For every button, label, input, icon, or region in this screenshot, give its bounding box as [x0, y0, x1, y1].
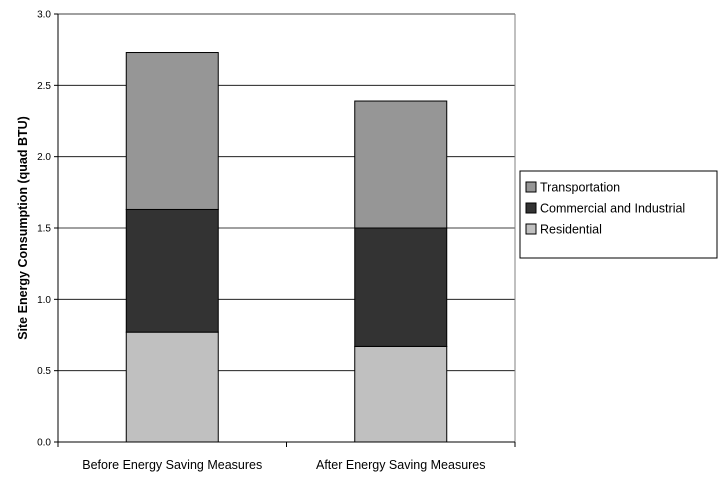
- legend-swatch: [525, 202, 537, 214]
- legend-swatch: [525, 223, 537, 235]
- bar-segment-transportation: [125, 52, 219, 210]
- legend-label: Transportation: [540, 181, 620, 195]
- legend-swatch: [525, 181, 537, 193]
- bar-segment-residential: [125, 331, 219, 443]
- bar-segment-transportation: [354, 100, 448, 229]
- y-tick-label: 1.0: [37, 295, 51, 306]
- y-tick-label: 1.5: [37, 224, 51, 235]
- y-tick-label: 0.5: [37, 366, 51, 377]
- y-tick-label: 2.5: [37, 81, 51, 92]
- y-tick-label: 3.0: [37, 10, 51, 21]
- axes: 0.0 0.5 1.0 1.5 2.0 2.5 3.0 Before Energy Savin…: [37, 10, 516, 472]
- legend-box: [519, 170, 718, 259]
- y-axis-title: Site Energy Consumption (quad BTU): [16, 116, 30, 340]
- y-tick-label: 0.0: [37, 438, 51, 449]
- bar-segment-commercial-and-industrial: [354, 227, 448, 347]
- bar-segment-commercial-and-industrial: [125, 208, 219, 333]
- legend-label: Residential: [540, 223, 602, 237]
- x-category-label: After Energy Saving Measures: [316, 458, 486, 472]
- x-category-label: Before Energy Saving Measures: [82, 458, 262, 472]
- legend-label: Commercial and Industrial: [540, 202, 685, 216]
- bars: [125, 52, 448, 443]
- y-tick-label: 2.0: [37, 152, 51, 163]
- legend: Transportation Commercial and Industrial R…: [519, 170, 718, 259]
- bar-segment-residential: [354, 345, 448, 443]
